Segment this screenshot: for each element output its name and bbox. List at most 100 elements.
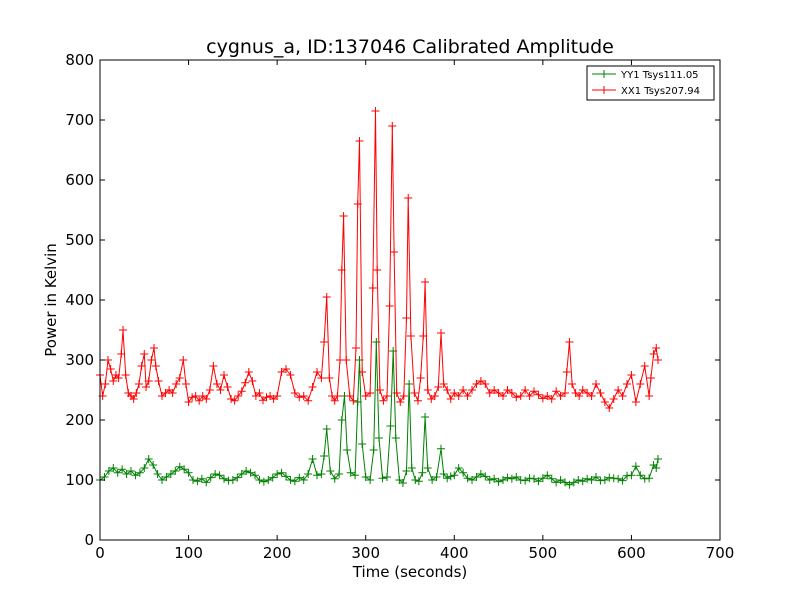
- data-point-marker: [423, 386, 432, 394]
- data-point-marker: [413, 396, 422, 405]
- data-point-marker: [476, 470, 485, 478]
- data-point-marker: [443, 386, 452, 394]
- y-tick-label: 400: [65, 291, 94, 309]
- legend-label: YY1 Tsys111.05: [620, 70, 699, 81]
- data-point-marker: [342, 356, 351, 364]
- data-point-marker: [369, 446, 378, 454]
- data-point-marker: [358, 368, 367, 376]
- data-point-marker: [101, 380, 110, 388]
- data-point-marker: [450, 389, 459, 397]
- data-point-marker: [645, 392, 654, 400]
- data-point-marker: [220, 474, 228, 483]
- data-point-marker: [439, 380, 448, 388]
- legend-box: [586, 65, 715, 101]
- data-point-marker: [282, 472, 290, 481]
- data-point-marker: [224, 476, 233, 485]
- data-point-marker: [172, 380, 181, 388]
- data-point-marker: [313, 368, 321, 376]
- data-point-marker: [490, 474, 499, 483]
- data-point-marker: [103, 356, 112, 364]
- data-point-marker: [317, 470, 326, 478]
- data-point-marker: [237, 470, 246, 478]
- data-point-marker: [195, 396, 204, 405]
- data-point-marker: [459, 386, 468, 394]
- data-point-marker: [390, 248, 399, 256]
- series-yy1: [96, 338, 662, 489]
- data-point-marker: [407, 464, 416, 472]
- data-point-marker: [543, 471, 552, 480]
- x-tick-label: 500: [529, 544, 558, 562]
- x-tick-label: 300: [351, 544, 380, 562]
- data-point-marker: [646, 374, 655, 382]
- data-point-marker: [122, 470, 131, 478]
- data-point-marker: [614, 474, 623, 483]
- data-point-marker: [472, 380, 481, 388]
- data-point-marker: [556, 476, 565, 484]
- data-point-marker: [273, 392, 282, 400]
- data-point-marker: [295, 393, 304, 402]
- data-point-marker: [295, 473, 304, 482]
- data-point-marker: [596, 476, 605, 485]
- data-point-marker: [472, 473, 481, 481]
- data-point-marker: [299, 476, 308, 484]
- tick-layer: 0 100 200 300 400 500 600 700 0 100 200 300 400 500 60…: [65, 51, 734, 562]
- data-point-marker: [587, 476, 596, 484]
- data-point-marker: [552, 387, 561, 396]
- data-point-marker: [547, 395, 556, 403]
- data-point-marker: [149, 461, 158, 469]
- data-point-marker: [246, 468, 255, 477]
- data-point-marker: [127, 467, 135, 475]
- data-point-marker: [396, 398, 405, 406]
- data-point-marker: [454, 464, 463, 472]
- data-point-marker: [144, 455, 153, 463]
- data-point-marker: [432, 473, 441, 481]
- data-point-marker: [262, 393, 271, 402]
- data-point-marker: [320, 338, 329, 346]
- data-point-marker: [304, 470, 313, 478]
- data-point-marker: [446, 472, 455, 481]
- data-point-marker: [609, 474, 618, 483]
- data-point-marker: [569, 478, 578, 487]
- data-point-marker: [592, 473, 600, 481]
- data-point-marker: [333, 392, 342, 400]
- data-point-marker: [184, 398, 193, 406]
- data-point-marker: [345, 392, 354, 400]
- data-point-marker: [499, 476, 507, 484]
- x-tick-label: 600: [617, 544, 646, 562]
- data-point-marker: [197, 474, 206, 483]
- data-point-marker: [322, 293, 331, 301]
- data-point-marker: [565, 480, 574, 489]
- data-point-marker: [618, 476, 627, 485]
- data-point-marker: [223, 383, 232, 391]
- data-point-marker: [299, 392, 308, 400]
- data-point-marker: [421, 413, 430, 421]
- data-point-marker: [216, 386, 225, 394]
- data-point-marker: [503, 386, 512, 394]
- data-point-marker: [476, 377, 485, 385]
- legend-marker: [600, 70, 608, 78]
- data-point-marker: [202, 478, 211, 487]
- data-point-marker: [538, 474, 547, 483]
- data-point-marker: [398, 479, 407, 487]
- legend: YY1 Tsys111.05 XX1 Tsys207.94: [586, 65, 715, 101]
- x-tick-label: 200: [263, 544, 292, 562]
- data-point-marker: [419, 332, 428, 340]
- data-point-marker: [286, 371, 295, 379]
- data-point-marker: [171, 467, 180, 475]
- data-point-marker: [450, 471, 459, 480]
- data-point-marker: [134, 380, 143, 388]
- data-point-marker: [140, 350, 149, 358]
- data-point-marker: [410, 389, 419, 397]
- data-point-marker: [600, 476, 609, 484]
- data-point-marker: [202, 395, 211, 403]
- data-point-marker: [118, 465, 127, 474]
- data-point-marker: [399, 392, 408, 400]
- data-point-marker: [137, 362, 146, 370]
- data-point-marker: [382, 392, 391, 400]
- data-point-marker: [153, 470, 162, 478]
- data-point-marker: [521, 386, 530, 394]
- data-point-marker: [353, 398, 362, 406]
- data-point-marker: [322, 425, 331, 433]
- data-point-marker: [330, 474, 339, 483]
- data-point-marker: [313, 471, 321, 480]
